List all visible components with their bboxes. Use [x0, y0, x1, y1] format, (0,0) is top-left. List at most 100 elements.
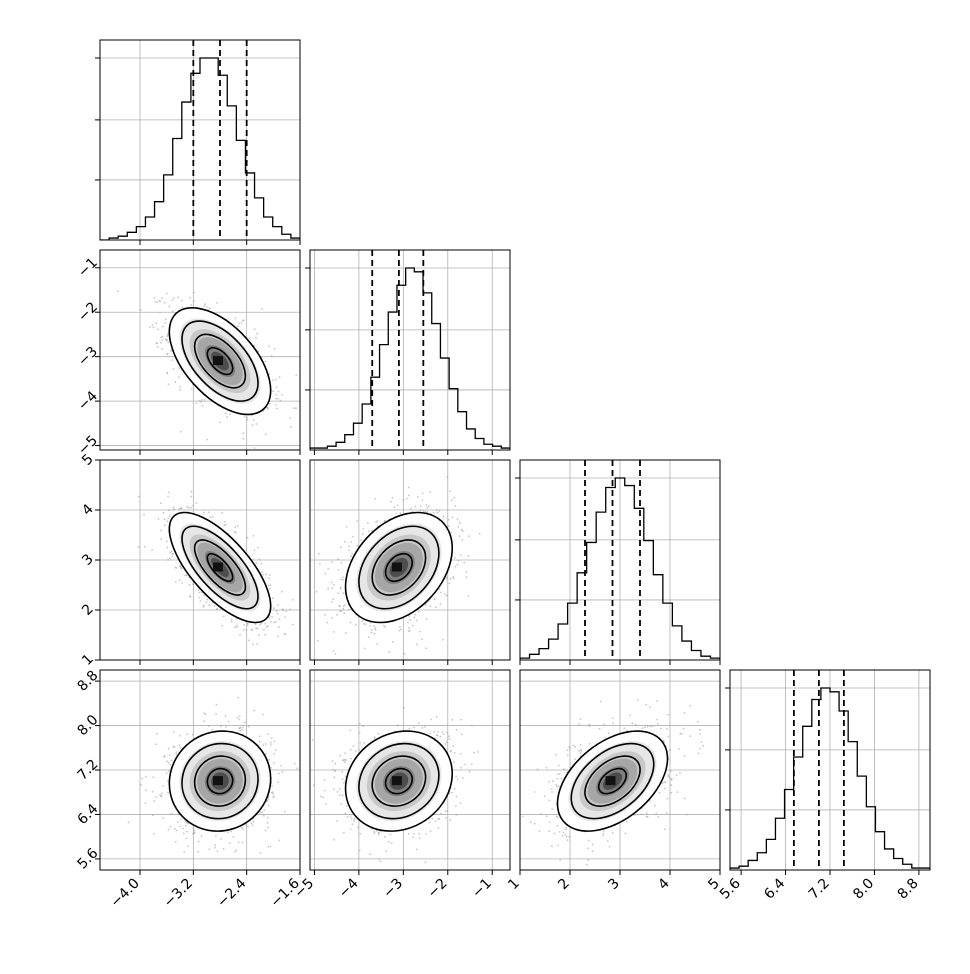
scatter-point	[350, 541, 352, 543]
scatter-point	[219, 422, 221, 424]
scatter-point	[212, 516, 214, 518]
scatter-point	[256, 643, 258, 645]
scatter-point	[368, 531, 370, 533]
scatter-point	[360, 539, 362, 541]
scatter-point	[179, 565, 181, 567]
scatter-point	[206, 602, 208, 604]
scatter-point	[267, 733, 269, 735]
scatter-point	[422, 492, 424, 494]
scatter-point	[272, 797, 274, 799]
scatter-point	[277, 398, 279, 400]
scatter-point	[414, 617, 416, 619]
scatter-point	[167, 780, 169, 782]
scatter-point	[162, 326, 164, 328]
scatter-point	[397, 505, 399, 507]
scatter-point	[160, 502, 162, 504]
scatter-point	[173, 368, 175, 370]
scatter-point	[188, 584, 190, 586]
scatter-point	[234, 526, 236, 528]
scatter-point	[155, 343, 157, 345]
scatter-point	[292, 599, 294, 601]
scatter-point	[356, 520, 358, 522]
scatter-point	[468, 595, 470, 597]
scatter-point	[278, 626, 280, 628]
scatter-point	[246, 417, 248, 419]
scatter-point	[368, 636, 370, 638]
scatter-point	[244, 416, 246, 418]
scatter-point	[143, 514, 145, 516]
scatter-point	[200, 401, 202, 403]
scatter-point	[192, 734, 194, 736]
scatter-point	[479, 533, 481, 535]
scatter-point	[275, 404, 277, 406]
scatter-point	[235, 317, 237, 319]
y-tick-label: 4	[79, 501, 97, 519]
scatter-point	[331, 587, 333, 589]
scatter-point	[265, 573, 267, 575]
scatter-point	[229, 843, 231, 845]
scatter-point	[407, 622, 409, 624]
scatter-point	[261, 563, 263, 565]
scatter-point	[410, 508, 412, 510]
scatter-point	[427, 507, 429, 509]
scatter-point	[296, 767, 298, 769]
y-tick-label: −3	[75, 344, 101, 370]
scatter-point	[162, 817, 164, 819]
scatter-point	[190, 304, 192, 306]
scatter-point	[210, 516, 212, 518]
scatter-point	[270, 742, 272, 744]
scatter-point	[341, 562, 343, 564]
histogram-panel-2	[515, 460, 720, 665]
scatter-point	[163, 512, 165, 514]
scatter-point	[460, 554, 462, 556]
scatter-point	[408, 627, 410, 629]
scatter-point	[172, 746, 174, 748]
scatter-point	[167, 518, 169, 520]
scatter-point	[447, 476, 449, 478]
scatter-point	[260, 852, 262, 854]
scatter-point	[275, 379, 277, 381]
scatter-point	[165, 322, 167, 324]
scatter-point	[215, 713, 217, 715]
scatter-point	[176, 830, 178, 832]
density-peak	[213, 356, 223, 365]
scatter-point	[186, 574, 188, 576]
scatter-point	[326, 622, 328, 624]
scatter-point	[174, 828, 176, 830]
scatter-point	[187, 845, 189, 847]
scatter-point	[264, 809, 266, 811]
scatter-point	[449, 583, 451, 585]
scatter-point	[255, 562, 257, 564]
scatter-point	[179, 735, 181, 737]
scatter-point	[171, 299, 173, 301]
scatter-point	[254, 447, 256, 449]
scatter-point	[455, 566, 457, 568]
scatter-point	[242, 828, 244, 830]
scatter-point	[417, 496, 419, 498]
scatter-point	[239, 634, 241, 636]
scatter-point	[216, 704, 218, 706]
scatter-point	[247, 826, 249, 828]
scatter-point	[153, 326, 155, 328]
scatter-point	[183, 833, 185, 835]
scatter-point	[235, 849, 237, 851]
scatter-point	[237, 525, 239, 527]
scatter-point	[429, 606, 431, 608]
scatter-point	[188, 507, 190, 509]
scatter-point	[426, 618, 428, 620]
scatter-point	[409, 619, 411, 621]
scatter-point	[285, 633, 287, 635]
scatter-point	[428, 505, 430, 507]
y-tick-label: −1	[75, 255, 101, 281]
scatter-point	[284, 616, 286, 618]
scatter-point	[237, 697, 239, 699]
scatter-point	[242, 438, 244, 440]
scatter-point	[168, 491, 170, 493]
scatter-point	[342, 577, 344, 579]
scatter-point	[193, 292, 195, 294]
scatter-cloud	[138, 491, 313, 665]
scatter-point	[335, 653, 337, 655]
scatter-point	[271, 355, 273, 357]
scatter-point	[268, 805, 270, 807]
density-panel-1-0: −5−4−3−2−1	[75, 250, 300, 459]
